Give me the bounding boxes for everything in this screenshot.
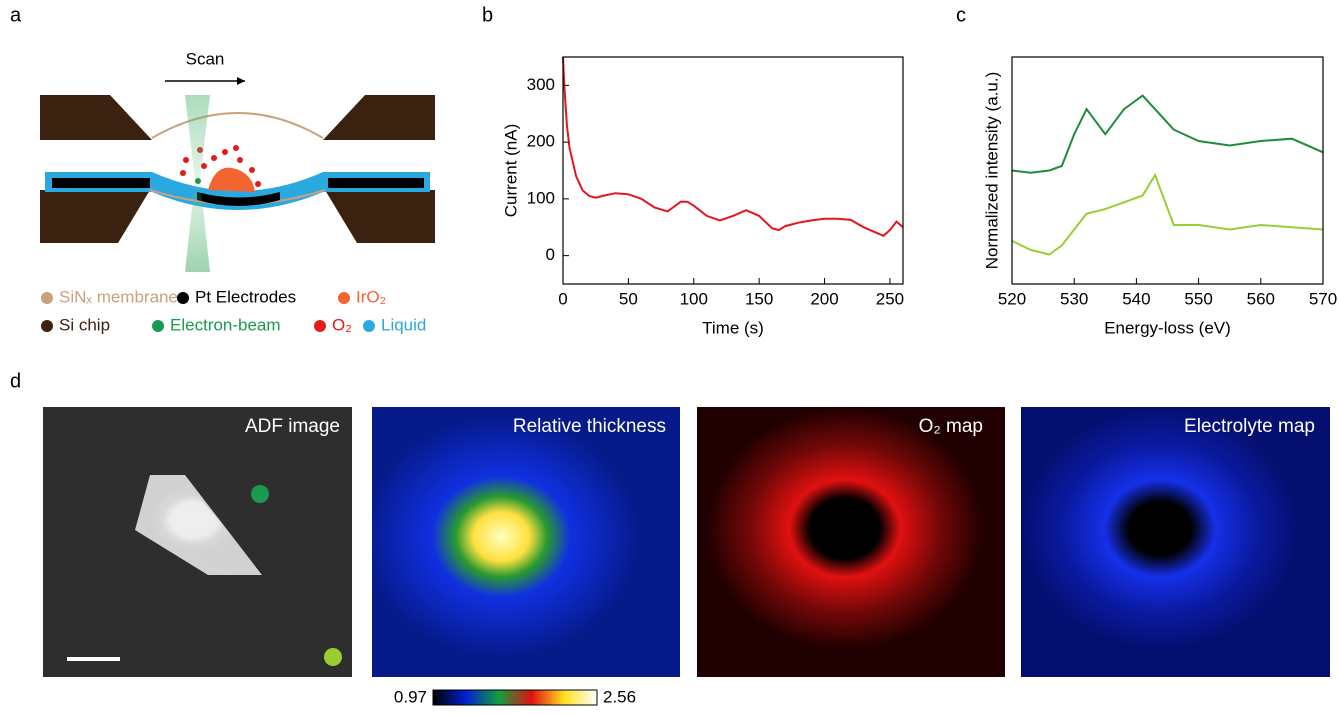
legend-dot [314, 320, 326, 332]
x-axis-label: Time (s) [702, 318, 764, 337]
x-tick-label: 0 [558, 289, 567, 308]
x-tick-label: 150 [745, 289, 773, 308]
panel-label: a [10, 4, 22, 26]
diagram: Scan [40, 49, 435, 272]
y-tick-label: 200 [527, 132, 555, 151]
spectrum-point [324, 648, 342, 666]
x-tick-label: 560 [1247, 289, 1275, 308]
map-title: Electrolyte map [1184, 416, 1315, 437]
o2-bubbles [180, 145, 261, 187]
scan-label: Scan [186, 49, 225, 68]
legend-dot [41, 320, 53, 332]
y-tick-label: 300 [527, 75, 555, 94]
data-line [1011, 172, 1324, 256]
y-axis-label: Current (nA) [501, 124, 520, 218]
o2-map [697, 407, 1005, 677]
legend-label: Si chip [59, 315, 110, 334]
x-tick-label: 540 [1122, 289, 1150, 308]
plot-frame [1011, 56, 1324, 285]
x-tick-label: 100 [680, 289, 708, 308]
plot-frame [562, 56, 904, 285]
x-tick-label: 550 [1184, 289, 1212, 308]
legend-label: IrO₂ [356, 287, 386, 306]
legend-label: Liquid [381, 315, 426, 334]
thickness-map [372, 407, 680, 677]
adf-particle [135, 475, 262, 575]
electrode [328, 178, 424, 188]
y-axis-label: Normalized intensity (a.u.) [982, 72, 1001, 269]
membrane [151, 112, 324, 139]
x-tick-label: 520 [998, 289, 1026, 308]
y-tick-label: 0 [546, 245, 555, 264]
legend-dot [363, 320, 375, 332]
si-chip [40, 190, 150, 243]
iro2-particle [208, 167, 255, 192]
electrode [52, 178, 150, 188]
x-tick-label: 530 [1060, 289, 1088, 308]
electrolyte-map [1021, 407, 1330, 677]
si-chip [325, 190, 435, 243]
si-chip [323, 95, 435, 140]
legend-dot [152, 320, 164, 332]
legend-dot [41, 292, 53, 304]
map-title: O₂ map [919, 416, 983, 437]
electrode [197, 192, 280, 206]
map-title: ADF image [245, 416, 340, 437]
x-axis-label: Energy-loss (eV) [1104, 318, 1231, 337]
legend-dot [177, 292, 189, 304]
panel-label: c [956, 4, 966, 26]
x-tick-label: 200 [810, 289, 838, 308]
legend-dot [338, 292, 350, 304]
colorbar-max: 2.56 [603, 687, 636, 706]
x-tick-label: 250 [876, 289, 904, 308]
map-title: Relative thickness [513, 416, 666, 437]
panel-label: d [10, 370, 21, 392]
x-tick-label: 50 [619, 289, 638, 308]
panel-label: b [482, 4, 493, 26]
data-line [1011, 94, 1324, 174]
legend-label: SiNₓ membrane [59, 287, 178, 306]
colorbar [432, 689, 598, 706]
colorbar-min: 0.97 [394, 687, 427, 706]
maps: ADF image Relative thickness O₂ map Elec… [43, 407, 1330, 706]
si-chip [40, 95, 152, 140]
scan-arrowhead [237, 77, 245, 85]
spectrum-point [251, 485, 269, 503]
x-tick-label: 570 [1309, 289, 1337, 308]
legend-label: Electron-beam [170, 315, 281, 334]
beam-spot [195, 178, 201, 184]
legend-label: O₂ [332, 315, 352, 334]
data-line [562, 56, 904, 237]
y-tick-label: 100 [527, 188, 555, 207]
legend-label: Pt Electrodes [195, 287, 296, 306]
